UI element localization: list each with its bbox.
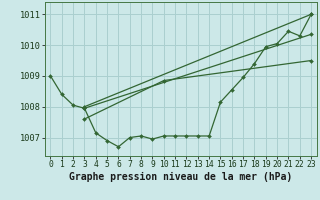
X-axis label: Graphe pression niveau de la mer (hPa): Graphe pression niveau de la mer (hPa) <box>69 172 292 182</box>
